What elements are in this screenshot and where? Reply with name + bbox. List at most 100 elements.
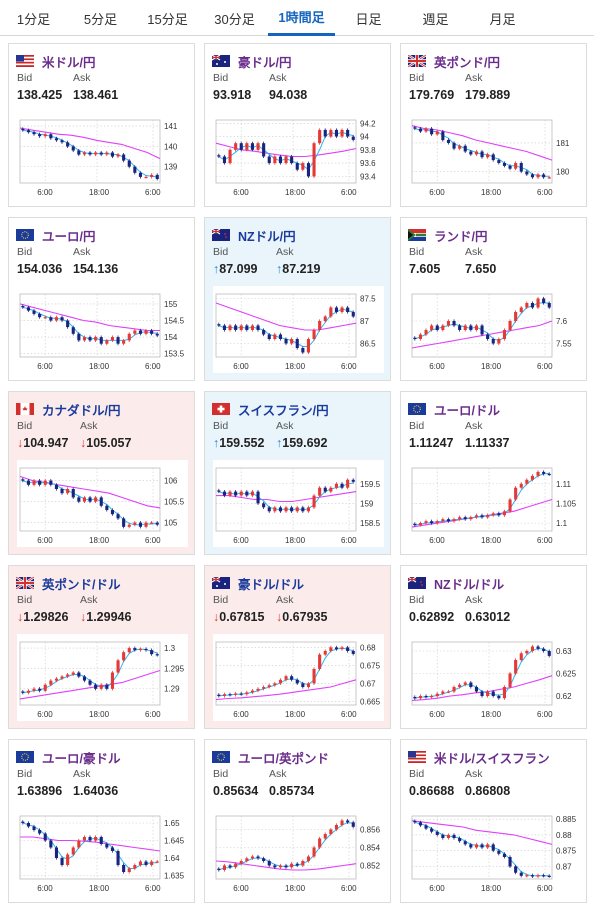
rate-card[interactable]: カナダドル/円 Bid Ask ↓104.947 ↓105.057 106 105.5 105…: [8, 391, 195, 555]
pair-name[interactable]: 英ポンド/ドル: [42, 577, 121, 592]
candle-body: [217, 868, 221, 870]
pair-name[interactable]: スイスフラン/円: [238, 403, 329, 418]
ma-long-line: [19, 127, 161, 160]
candle-body: [116, 660, 120, 673]
pair-name[interactable]: NZドル/ドル: [434, 577, 505, 592]
x-tick-label: 18:00: [481, 536, 502, 545]
price-chart[interactable]: 181 180 6:00 18:00 6:00: [409, 112, 580, 199]
tab-15min[interactable]: 15分足: [147, 11, 188, 27]
y-tick-label: 105.5: [164, 498, 185, 507]
pair-name[interactable]: 豪ドル/円: [238, 55, 292, 70]
rate-card[interactable]: ユーロ/ドル Bid Ask 1.11247 1.11337 1.11 1.105 1.1 6:…: [400, 391, 587, 555]
x-tick-label: 6:00: [429, 536, 445, 545]
price-chart[interactable]: 141 140 139 6:00 18:00 6:00: [17, 112, 188, 199]
rate-card[interactable]: ランド/円 Bid Ask 7.605 7.650 7.6 7.55 6:00 18:00 6:0…: [400, 217, 587, 381]
y-tick-label: 0.62: [556, 692, 572, 701]
y-tick-label: 1.3: [164, 644, 176, 653]
candle-body: [222, 865, 226, 870]
rate-card[interactable]: ユーロ/豪ドル Bid Ask 1.63896 1.64036 1.65 1.645 1.64…: [8, 739, 195, 903]
price-chart[interactable]: 1.3 1.295 1.29 6:00 18:00 6:00: [17, 634, 188, 721]
candle-body: [525, 651, 529, 654]
price-chart[interactable]: 0.885 0.88 0.875 0.87 6:00 18:00 6:00: [409, 808, 580, 895]
price-chart[interactable]: 0.68 0.675 0.67 0.665 6:00 18:00 6:00: [213, 634, 384, 721]
rate-card[interactable]: 豪ドル/ドル Bid Ask ↓0.67815 ↓0.67935 0.68 0.675 0.6…: [204, 565, 391, 729]
rate-card[interactable]: 米ドル/スイスフラン Bid Ask 0.86688 0.86808 0.885 0.88 0…: [400, 739, 587, 903]
price-chart[interactable]: 0.856 0.854 0.852 6:00 18:00 6:00: [213, 808, 384, 895]
price-chart[interactable]: 155 154.5 154 153.5 6:00 18:00 6:00: [17, 286, 188, 373]
price-chart[interactable]: 106 105.5 105 6:00 18:00 6:00: [17, 460, 188, 547]
candle-body: [346, 129, 350, 137]
pair-name[interactable]: 英ポンド/円: [434, 55, 500, 70]
candle-body: [446, 834, 450, 838]
candle-body: [530, 875, 534, 877]
candle-body: [262, 503, 266, 508]
uk-flag-icon: [408, 55, 426, 67]
price-chart[interactable]: 1.11 1.105 1.1 6:00 18:00 6:00: [409, 460, 580, 547]
pair-name[interactable]: 豪ドル/ドル: [238, 577, 304, 592]
rate-card[interactable]: ユーロ/英ポンド Bid Ask 0.85634 0.85734 0.856 0.854 0.…: [204, 739, 391, 903]
za-flag-icon: [408, 229, 426, 241]
tab-daily[interactable]: 日足: [355, 11, 382, 27]
pair-name[interactable]: NZドル/円: [238, 229, 296, 244]
price-chart[interactable]: 0.63 0.625 0.62 6:00 18:00 6:00: [409, 634, 580, 721]
price-chart[interactable]: 159.5 159 158.5 6:00 18:00 6:00: [213, 460, 384, 547]
price-chart[interactable]: 7.6 7.55 6:00 18:00 6:00: [409, 286, 580, 373]
rate-card[interactable]: 英ポンド/円 Bid Ask 179.769 179.889 181 180 6:00 18:0…: [400, 43, 587, 207]
pair-name[interactable]: ユーロ/円: [42, 229, 96, 244]
candle-body: [267, 156, 271, 164]
tab-monthly[interactable]: 月足: [489, 11, 516, 27]
tab-1min[interactable]: 1分足: [16, 11, 51, 27]
pair-name[interactable]: ユーロ/英ポンド: [238, 751, 329, 766]
candle-body: [430, 521, 434, 524]
tab-5min[interactable]: 5分足: [83, 11, 118, 27]
tab-1hour[interactable]: 1時間足: [268, 0, 335, 36]
candle-body: [99, 497, 103, 506]
y-tick-label: 0.87: [556, 862, 572, 871]
rate-card[interactable]: NZドル/ドル Bid Ask 0.62892 0.63012 0.63 0.625 0.62…: [400, 565, 587, 729]
rate-card[interactable]: スイスフラン/円 Bid Ask ↑159.552 ↑159.692 159.5 159 15…: [204, 391, 391, 555]
candle-body: [239, 861, 243, 864]
candle-body: [323, 834, 327, 839]
rate-card[interactable]: 米ドル/円 Bid Ask 138.425 138.461 141 140 139 6:00 18…: [8, 43, 195, 207]
candle-body: [514, 866, 518, 873]
x-tick-label: 6:00: [145, 710, 161, 719]
candle-body: [222, 491, 226, 496]
ask-value: 0.63012: [465, 610, 511, 624]
price-chart[interactable]: 1.65 1.645 1.64 1.635 6:00 18:00 6:00: [17, 808, 188, 895]
rate-card[interactable]: 英ポンド/ドル Bid Ask ↓1.29826 ↓1.29946 1.3 1.295 1.2…: [8, 565, 195, 729]
ask-value: 105.057: [86, 436, 132, 450]
pair-name[interactable]: ランド/円: [434, 229, 488, 244]
tab-30min[interactable]: 30分足: [214, 11, 255, 27]
candle-body: [497, 339, 501, 344]
candle-body: [323, 316, 327, 321]
candle-body: [418, 128, 422, 132]
x-tick-label: 6:00: [537, 536, 553, 545]
x-tick-label: 18:00: [481, 362, 502, 371]
pair-name[interactable]: 米ドル/スイスフラン: [434, 751, 550, 766]
pair-name[interactable]: ユーロ/ドル: [434, 403, 500, 418]
rate-card[interactable]: NZドル/円 Bid Ask ↑87.099 ↑87.219 87.5 87 86.5 6:00…: [204, 217, 391, 381]
candle-body: [256, 491, 260, 504]
pair-name[interactable]: 米ドル/円: [42, 55, 96, 70]
pair-name[interactable]: ユーロ/豪ドル: [42, 751, 121, 766]
candle-body: [262, 143, 266, 157]
x-tick-label: 6:00: [233, 884, 249, 893]
ask-label: Ask: [80, 594, 98, 606]
candle-body: [458, 517, 462, 520]
candle-body: [256, 688, 260, 691]
candle-body: [441, 691, 445, 694]
y-tick-label: 155: [164, 300, 178, 309]
tab-weekly[interactable]: 週足: [422, 11, 449, 27]
candle-body: [66, 489, 70, 494]
x-tick-label: 6:00: [537, 884, 553, 893]
rate-card[interactable]: 豪ドル/円 Bid Ask 93.918 94.038 94.2 94 93.8 93.6 93.…: [204, 43, 391, 207]
candle-body: [133, 648, 137, 651]
candle-body: [60, 858, 64, 865]
price-chart[interactable]: 94.2 94 93.8 93.6 93.4 6:00 18:00 6:00: [213, 112, 384, 199]
rate-card[interactable]: ユーロ/円 Bid Ask 154.036 154.136 155 154.5 154 153.…: [8, 217, 195, 381]
price-chart[interactable]: 87.5 87 86.5 6:00 18:00 6:00: [213, 286, 384, 373]
candle-body: [424, 128, 428, 132]
candle-body: [278, 679, 282, 684]
pair-name[interactable]: カナダドル/円: [42, 403, 121, 418]
candle-body: [536, 298, 540, 308]
